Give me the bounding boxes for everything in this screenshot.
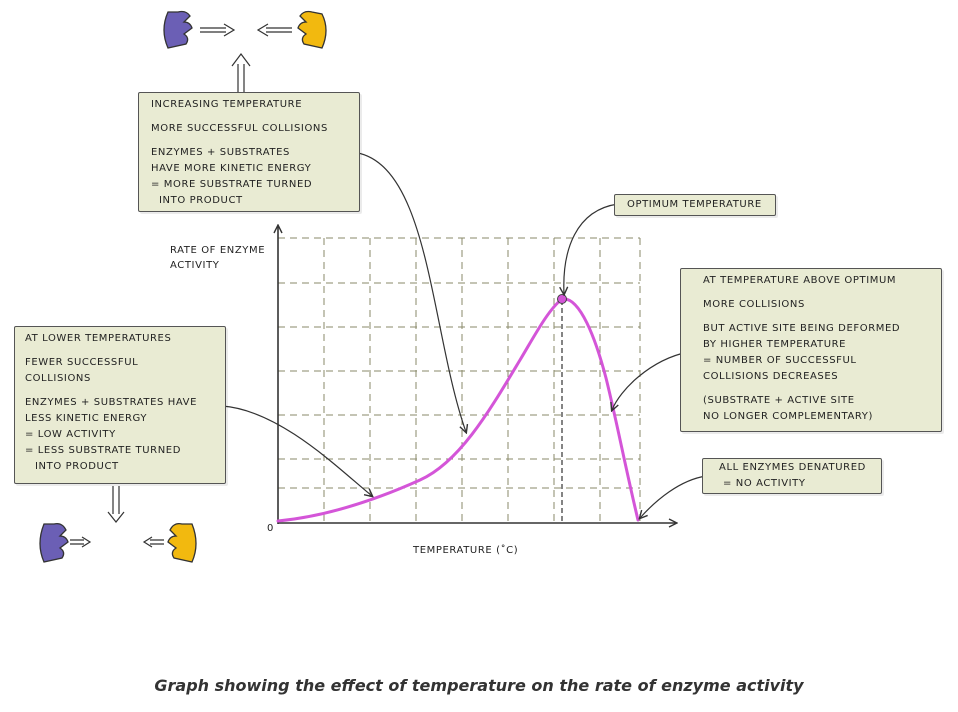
chart-grid [278,237,641,522]
note-lower-line: = LESS SUBSTRATE TURNED [25,445,182,456]
note-above-line: (SUBSTRATE + ACTIVE SITE [703,395,855,406]
bottom-enzyme-substrate-illustration [39,486,197,563]
top-enzyme-substrate-illustration [163,10,327,92]
y-axis-label-2: ACTIVITY [170,260,220,271]
note-increasing-line: HAVE MORE KINETIC ENERGY [151,163,312,174]
note-lower-line: ENZYMES + SUBSTRATES HAVE [25,397,198,408]
note-above-line: BUT ACTIVE SITE BEING DEFORMED [703,323,901,334]
note-above-line: = NUMBER OF SUCCESSFUL [703,355,857,366]
note-above-line: MORE COLLISIONS [703,299,805,310]
note-increasing-title: INCREASING TEMPERATURE [151,99,303,110]
note-lower-line: INTO PRODUCT [35,461,119,472]
note-lower-temperatures: AT LOWER TEMPERATURES FEWER SUCCESSFUL C… [14,326,226,484]
note-lower-line: FEWER SUCCESSFUL [25,357,139,368]
figure-caption: Graph showing the effect of temperature … [154,676,804,695]
note-increasing-line: ENZYMES + SUBSTRATES [151,147,290,158]
y-axis-label-1: RATE OF ENZYME [170,245,265,256]
note-lower-line: = LOW ACTIVITY [25,429,116,440]
optimum-point [557,294,567,304]
note-denatured-line: ALL ENZYMES DENATURED [719,462,866,473]
note-above-line: COLLISIONS DECREASES [703,371,839,382]
origin-label: 0 [267,523,274,534]
note-all-denatured: ALL ENZYMES DENATURED = NO ACTIVITY [702,458,882,494]
note-lower-line: LESS KINETIC ENERGY [25,413,148,424]
enzyme-shape-top [163,10,193,49]
note-lower-line: COLLISIONS [25,373,91,384]
note-above-title: AT TEMPERATURE ABOVE OPTIMUM [703,275,897,286]
note-increasing-temperature: INCREASING TEMPERATURE MORE SUCCESSFUL C… [138,92,360,212]
note-optimum-temperature: OPTIMUM TEMPERATURE [614,194,776,216]
note-above-line: NO LONGER COMPLEMENTARY) [703,411,874,422]
substrate-shape-top [297,10,327,49]
note-above-line: BY HIGHER TEMPERATURE [703,339,847,350]
note-increasing-line: = MORE SUBSTRATE TURNED [151,179,313,190]
substrate-shape-bottom [167,522,197,563]
note-increasing-line: INTO PRODUCT [159,195,243,206]
note-lower-title: AT LOWER TEMPERATURES [25,333,172,344]
note-denatured-line: = NO ACTIVITY [723,478,806,489]
chart-axes [278,226,676,524]
note-increasing-line: MORE SUCCESSFUL COLLISIONS [151,123,328,134]
note-optimum-title: OPTIMUM TEMPERATURE [627,199,762,210]
enzyme-shape-bottom [39,522,69,563]
x-axis-label: TEMPERATURE (˚C) [412,544,518,556]
note-above-optimum: AT TEMPERATURE ABOVE OPTIMUM MORE COLLIS… [680,268,942,432]
